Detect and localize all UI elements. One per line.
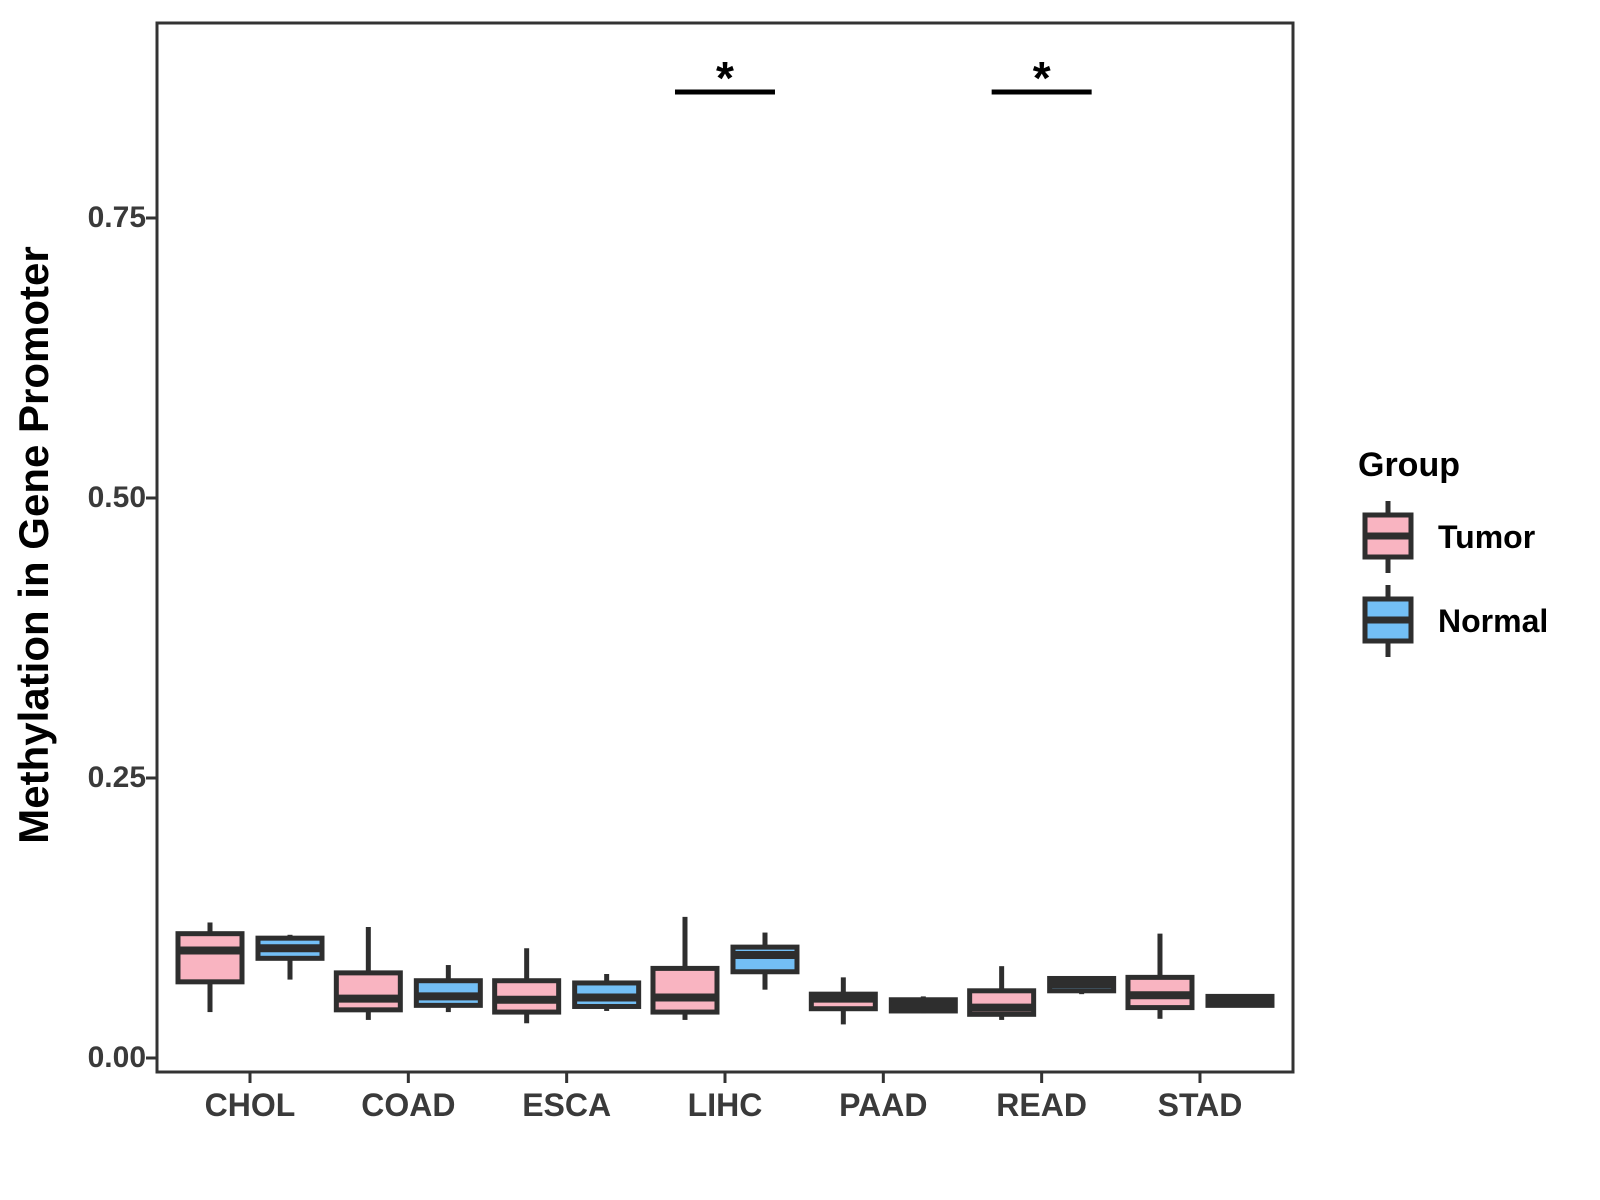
boxplot-read-tumor	[967, 966, 1037, 1020]
x-tick-label: STAD	[1157, 1087, 1243, 1123]
boxplot-paad-normal	[888, 996, 958, 1014]
boxplot-chol-tumor	[175, 922, 245, 1013]
x-tick-label: LIHC	[687, 1087, 763, 1123]
legend-title: Group	[1358, 446, 1460, 484]
iqr-box	[333, 970, 403, 1013]
y-tick-label: 0.00	[87, 1041, 146, 1074]
tumor-boxplot-key-icon	[1362, 501, 1414, 573]
boxplot-coad-tumor	[333, 926, 403, 1020]
boxplot-stad-tumor	[1125, 933, 1195, 1019]
boxplot-stad-normal	[1205, 993, 1275, 1008]
boxplot-esca-tumor	[492, 948, 562, 1024]
y-tick-label: 0.25	[87, 761, 146, 794]
panel-border	[155, 21, 1295, 1074]
boxplot-lihc-tumor	[650, 916, 720, 1020]
x-tick-label: PAAD	[839, 1087, 928, 1123]
significance-star: *	[1033, 52, 1051, 104]
legend-entry-tumor: Tumor	[1356, 499, 1586, 575]
legend-label-normal: Normal	[1438, 602, 1549, 639]
x-tick-label: READ	[996, 1087, 1087, 1123]
iqr-box	[175, 931, 245, 985]
boxplot-coad-normal	[413, 965, 483, 1013]
legend-label-tumor: Tumor	[1438, 518, 1536, 555]
boxplot-paad-tumor	[808, 977, 878, 1025]
y-tick-label: 0.75	[87, 201, 146, 234]
x-tick-label: ESCA	[522, 1087, 612, 1123]
boxplot-chol-normal	[255, 934, 325, 980]
normal-boxplot-key-icon	[1362, 585, 1414, 657]
boxplot-esca-normal	[572, 974, 642, 1011]
significance-star: *	[716, 52, 734, 104]
x-tick-label: CHOL	[204, 1087, 296, 1123]
y-tick-label: 0.50	[87, 481, 146, 514]
significance-read: *	[991, 52, 1092, 104]
y-axis-title: Methylation in Gene Promoter	[10, 246, 57, 844]
iqr-box	[730, 944, 800, 975]
iqr-box	[650, 965, 720, 1015]
x-tick-label: COAD	[361, 1087, 456, 1123]
boxplot-read-normal	[1047, 975, 1117, 995]
boxplot-lihc-normal	[730, 932, 800, 990]
legend: Group Tumor Normal	[1356, 446, 1586, 667]
significance-lihc: *	[674, 52, 775, 104]
legend-entry-normal: Normal	[1356, 583, 1586, 659]
